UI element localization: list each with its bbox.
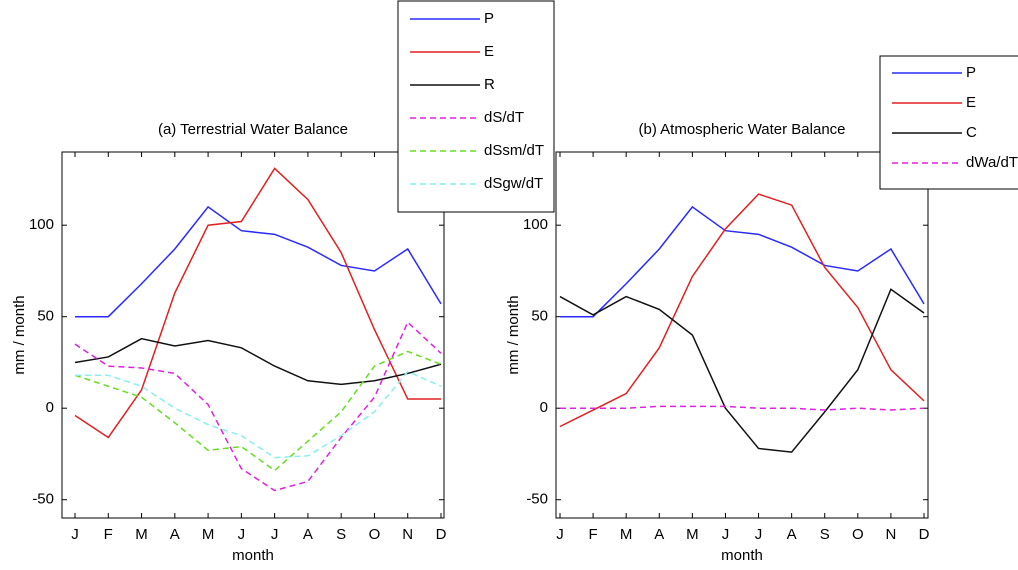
x-tick-label: S (820, 526, 830, 543)
y-axis-label: mm / month (505, 295, 522, 374)
x-tick-label: A (787, 526, 797, 543)
legend-label: dWa/dT (966, 154, 1018, 171)
y-tick-label: 0 (540, 399, 548, 416)
series-line (74, 337, 442, 386)
legend-label: E (484, 43, 494, 60)
x-tick-label: D (436, 526, 447, 543)
series-line (75, 370, 442, 459)
y-tick-label: 50 (531, 308, 548, 325)
x-tick-label: O (369, 526, 381, 543)
x-tick-label: A (170, 526, 180, 543)
x-tick-label: J (71, 526, 79, 543)
x-tick-label: M (620, 526, 633, 543)
legend-label: dS/dT (484, 109, 524, 126)
x-tick-label: S (336, 526, 346, 543)
axes-box (61, 151, 445, 519)
series-line (74, 350, 442, 472)
y-tick-label: 50 (37, 308, 54, 325)
x-tick-label: J (755, 526, 763, 543)
y-tick-label: 100 (523, 216, 548, 233)
x-tick-label: J (271, 526, 279, 543)
x-tick-label: O (852, 526, 864, 543)
x-axis-label: month (232, 547, 274, 564)
legend-label: dSgw/dT (484, 175, 543, 192)
y-tick-label: -50 (32, 491, 54, 508)
axes-box (555, 151, 929, 519)
series-line (559, 288, 925, 453)
legend-label: E (966, 94, 976, 111)
x-tick-label: D (919, 526, 930, 543)
x-tick-label: J (238, 526, 246, 543)
x-tick-label: A (303, 526, 313, 543)
x-tick-label: N (885, 526, 896, 543)
series-line (75, 205, 442, 318)
x-tick-label: A (654, 526, 664, 543)
plot-area (556, 152, 928, 518)
x-tick-label: M (686, 526, 699, 543)
series-line (559, 193, 925, 428)
legend-box (397, 0, 555, 213)
x-tick-label: J (722, 526, 730, 543)
legend-label: R (484, 76, 495, 93)
legend-label: dSsm/dT (484, 142, 544, 159)
chart-title: (a) Terrestrial Water Balance (158, 121, 348, 138)
series-line (560, 405, 925, 411)
plot-area (62, 152, 444, 518)
legend-box (879, 55, 1018, 190)
x-tick-label: J (556, 526, 564, 543)
y-tick-label: 100 (29, 216, 54, 233)
y-tick-label: -50 (526, 491, 548, 508)
x-tick-label: M (202, 526, 215, 543)
x-tick-label: F (589, 526, 598, 543)
y-tick-label: 0 (46, 399, 54, 416)
series-line (560, 205, 925, 318)
series-line (74, 167, 441, 439)
legend-label: P (484, 10, 494, 27)
x-axis-label: month (721, 547, 763, 564)
y-axis-label: mm / month (11, 295, 28, 374)
x-tick-label: M (135, 526, 148, 543)
legend-label: P (966, 64, 976, 81)
chart-title: (b) Atmospheric Water Balance (638, 121, 845, 138)
x-tick-label: F (104, 526, 113, 543)
x-tick-label: N (402, 526, 413, 543)
series-line (74, 320, 442, 492)
legend-label: C (966, 124, 977, 141)
